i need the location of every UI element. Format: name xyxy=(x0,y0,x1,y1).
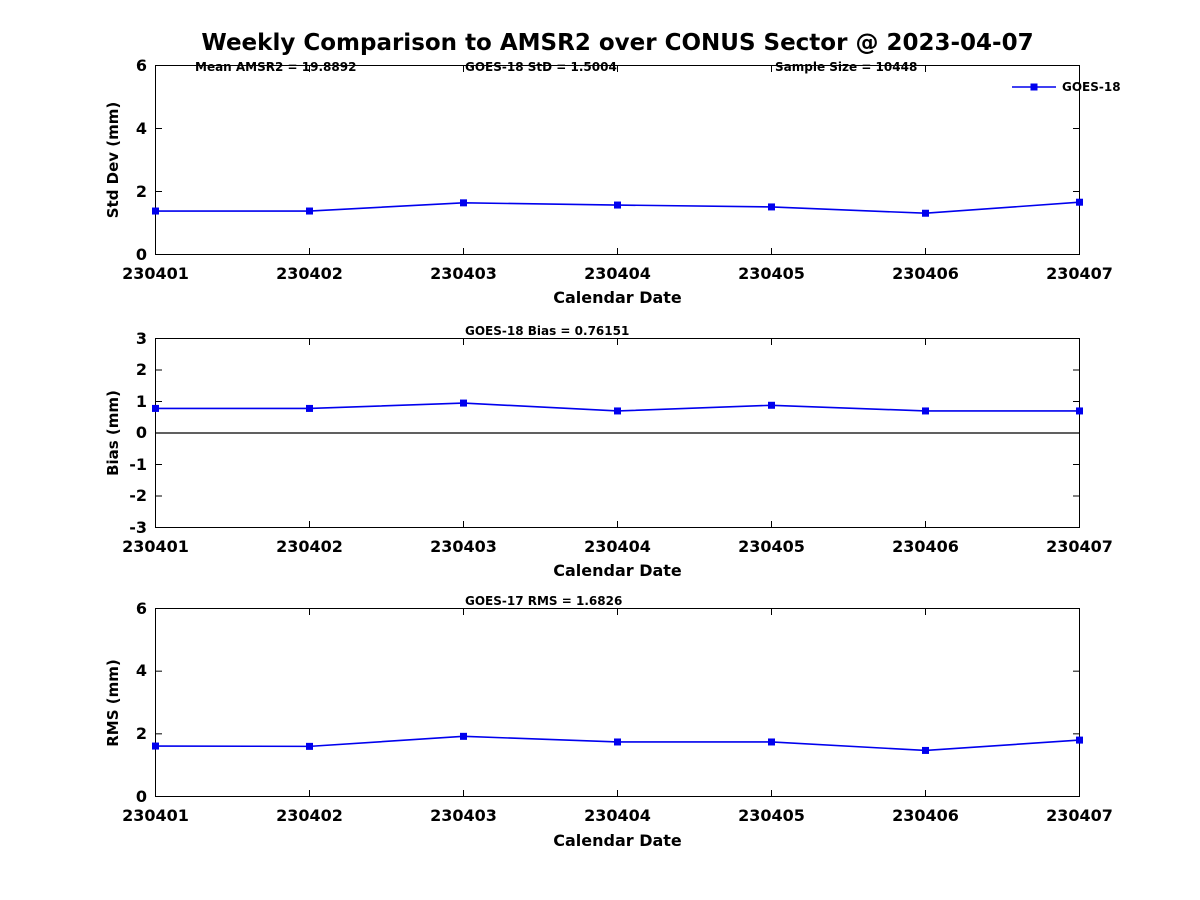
x-tick-label: 230403 xyxy=(430,264,497,283)
rms-subplot: RMS (mm) GOES-17 RMS = 1.6826 Calendar D… xyxy=(0,594,1200,850)
x-tick-label: 230401 xyxy=(122,537,189,556)
data-point-marker xyxy=(768,738,775,746)
annotation-goes17-rms: GOES-17 RMS = 1.6826 xyxy=(465,594,623,608)
data-point-marker xyxy=(460,732,467,740)
plot-area xyxy=(152,338,1083,528)
plot-area xyxy=(152,608,1083,797)
x-tick-label: 230402 xyxy=(276,806,343,825)
x-tick-label: 230405 xyxy=(738,806,805,825)
x-tick-label: 230404 xyxy=(584,264,651,283)
x-tick-label: 230401 xyxy=(122,806,189,825)
annotation-mean-amsr2: Mean AMSR2 = 19.8892 xyxy=(195,60,357,74)
data-point-marker xyxy=(152,207,159,215)
x-tick-label: 230403 xyxy=(430,806,497,825)
y-tick-label: 2 xyxy=(135,360,147,379)
data-point-marker xyxy=(768,203,775,211)
data-point-marker xyxy=(1076,407,1083,415)
x-tick-label: 230403 xyxy=(430,537,497,556)
annotation-goes18-std: GOES-18 StD = 1.5004 xyxy=(465,60,617,74)
data-point-marker xyxy=(922,746,929,754)
data-point-marker xyxy=(306,404,313,412)
data-point-marker xyxy=(460,199,467,207)
chart-title: Weekly Comparison to AMSR2 over CONUS Se… xyxy=(201,30,1034,56)
y-tick-label: 4 xyxy=(135,661,147,681)
bias-subplot: Bias (mm) GOES-18 Bias = 0.76151 Calenda… xyxy=(0,324,1200,580)
x-tick-label: 230405 xyxy=(738,264,805,283)
y-tick-label: -1 xyxy=(129,454,147,474)
annotation-sample-size: Sample Size = 10448 xyxy=(775,60,918,74)
y-tick-label: 0 xyxy=(135,786,147,806)
data-point-marker xyxy=(152,742,159,750)
x-tick-label: 230404 xyxy=(584,806,651,825)
y-tick-label: 3 xyxy=(135,328,147,348)
y-tick-label: 0 xyxy=(135,244,147,264)
y-tick-label: 1 xyxy=(135,391,147,411)
data-point-marker xyxy=(1076,736,1083,744)
x-tick-label: 230407 xyxy=(1046,537,1113,556)
axes-box xyxy=(155,65,1080,255)
annotation-goes18-bias: GOES-18 Bias = 0.76151 xyxy=(465,324,630,338)
legend-label: GOES-18 xyxy=(1062,80,1121,94)
x-tick-label: 230402 xyxy=(276,537,343,556)
x-axis-label: Calendar Date xyxy=(553,561,682,580)
data-point-marker xyxy=(614,738,621,746)
data-point-marker xyxy=(306,742,313,750)
y-tick-label: 6 xyxy=(135,598,147,618)
x-axis-label: Calendar Date xyxy=(553,288,682,307)
x-axis-label: Calendar Date xyxy=(553,831,682,850)
x-tick-label: 230404 xyxy=(584,537,651,556)
data-point-marker xyxy=(614,407,621,415)
y-tick-label: 6 xyxy=(135,55,147,75)
data-point-marker xyxy=(922,209,929,217)
plot-area xyxy=(152,65,1083,255)
y-tick-label: -2 xyxy=(129,486,147,505)
data-point-marker xyxy=(922,407,929,415)
axes-box xyxy=(155,608,1080,797)
y-tick-label: 0 xyxy=(135,423,147,442)
y-tick-label: 2 xyxy=(135,723,147,743)
x-tick-label: 230406 xyxy=(892,537,959,556)
data-point-marker xyxy=(152,404,159,412)
data-point-marker xyxy=(1076,198,1083,206)
x-tick-label: 230405 xyxy=(738,537,805,556)
x-tick-label: 230406 xyxy=(892,264,959,283)
data-point-marker xyxy=(306,207,313,215)
x-tick-label: 230402 xyxy=(276,264,343,283)
y-tick-label: 4 xyxy=(135,118,147,138)
y-tick-label: 2 xyxy=(135,181,147,201)
data-point-marker xyxy=(614,201,621,209)
x-tick-label: 230407 xyxy=(1046,264,1113,283)
data-point-marker xyxy=(460,399,467,407)
x-tick-label: 230407 xyxy=(1046,806,1113,825)
legend-line-sample xyxy=(1012,83,1056,91)
stddev-subplot: Std Dev (mm) Mean AMSR2 = 19.8892 GOES-1… xyxy=(0,56,1200,307)
legend: GOES-18 xyxy=(1012,80,1121,94)
data-point-marker xyxy=(768,401,775,409)
x-tick-label: 230406 xyxy=(892,806,959,825)
x-tick-label: 230401 xyxy=(122,264,189,283)
y-tick-label: -3 xyxy=(129,517,147,537)
